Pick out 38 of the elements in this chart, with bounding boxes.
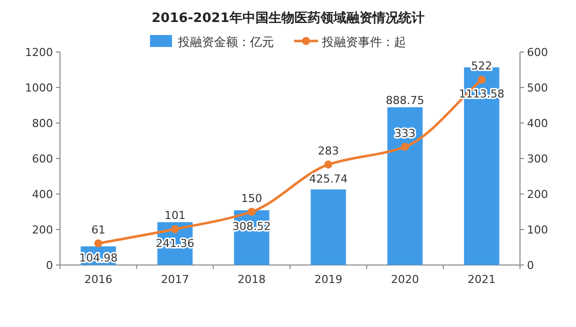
- data-label: 101: [164, 209, 186, 222]
- y2-tick-label: 100: [527, 224, 548, 236]
- data-label: 425.74: [309, 172, 348, 186]
- bar: [310, 189, 346, 265]
- y2-tick-label: 0: [527, 259, 534, 272]
- point: [248, 208, 256, 216]
- data-label: 150: [241, 192, 262, 205]
- y2-tick-label: 200: [527, 188, 548, 201]
- point: [478, 76, 486, 84]
- data-label: 888.75: [386, 94, 424, 108]
- data-label: 61: [91, 223, 106, 236]
- x-tick-label: 2016: [84, 273, 112, 286]
- point: [171, 225, 179, 234]
- legend-label: 投融资金额：亿元: [177, 35, 274, 49]
- point: [401, 142, 409, 151]
- point: [94, 239, 102, 248]
- x-tick-label: 2019: [314, 273, 342, 286]
- y-tick-label: 1200: [25, 46, 53, 59]
- x-tick-label: 2020: [391, 273, 419, 286]
- x-tick-label: 2021: [468, 273, 496, 286]
- y2-tick-label: 400: [527, 117, 548, 130]
- y-tick-label: 0: [46, 259, 53, 272]
- y2-tick-label: 300: [527, 152, 548, 166]
- y-tick-label: 200: [32, 224, 53, 236]
- chart-title: 2016-2021年中国生物医药领域融资情况统计: [152, 10, 424, 26]
- x-tick-label: 2018: [238, 273, 266, 286]
- point: [324, 160, 332, 169]
- y2-tick-label: 600: [527, 46, 548, 59]
- y-tick-label: 800: [32, 117, 53, 130]
- x-tick-label: 2017: [161, 273, 189, 286]
- data-label: 283: [318, 144, 339, 158]
- y-tick-label: 1000: [25, 82, 53, 94]
- y2-tick-label: 500: [527, 82, 548, 94]
- legend-label: 投融资事件：起: [321, 35, 406, 49]
- bar: [387, 107, 423, 265]
- y-tick-label: 400: [32, 188, 53, 201]
- data-label: 333: [394, 126, 416, 140]
- y-tick-label: 600: [32, 152, 53, 166]
